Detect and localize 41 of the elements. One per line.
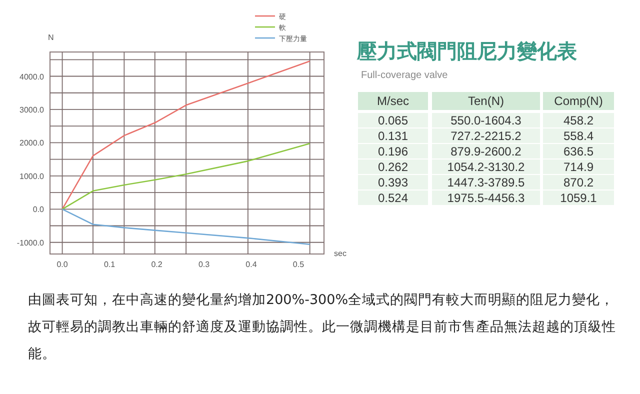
text: 879.9-2600.2 <box>450 144 522 158</box>
text: 1975.5-4456.3 <box>447 191 525 205</box>
x-tick-label: 0.1 <box>104 260 116 269</box>
text: 727.2-2215.2 <box>450 129 522 143</box>
text: 0.524 <box>378 191 408 205</box>
line-series <box>62 208 310 245</box>
text: 558.4 <box>563 129 594 143</box>
text: 由圖表可知，在中高速的變化量約增加200%-300%全域式的閥門有較大而明顯的阻尼力變化，故可輕易的調教出車輛的舒適度及運動協調性。此一微調機構是目前市售產品無法超越的頂級性能。 <box>28 291 617 364</box>
text: 0.196 <box>378 144 408 158</box>
x-tick-label: 0.2 <box>151 260 163 269</box>
text: 0.393 <box>378 176 408 190</box>
category-label: Comp(N) <box>554 94 603 108</box>
y-tick-label: 4000.0 <box>20 72 45 82</box>
text: 0.065 <box>378 114 408 128</box>
text: 636.5 <box>563 144 594 158</box>
y-tick-label: 0.0 <box>32 205 45 214</box>
line-series <box>62 60 310 210</box>
x-tick-label: 0.3 <box>198 260 210 269</box>
y-tick-label: 1000.0 <box>20 172 45 181</box>
x-axis-title: sec <box>334 249 346 258</box>
line-series <box>62 142 310 210</box>
text: 1447.3-3789.5 <box>447 176 525 190</box>
y-axis-title: N <box>48 33 54 42</box>
x-tick-label: 0.0 <box>56 260 68 269</box>
y-tick-label: 3000.0 <box>20 105 45 114</box>
x-tick-label: 0.4 <box>246 260 258 269</box>
category-label: Ten(N) <box>468 94 504 108</box>
text: 0.262 <box>378 160 408 174</box>
x-tick-label: 0.5 <box>292 260 305 269</box>
text: 0.131 <box>378 129 408 143</box>
text: 714.9 <box>563 160 594 174</box>
text: 458.2 <box>563 114 594 128</box>
text: 870.2 <box>563 176 594 190</box>
text: 550.0-1604.3 <box>450 114 522 128</box>
text: Full-coverage valve <box>361 70 448 81</box>
text: 1054.2-3130.2 <box>447 160 525 174</box>
text: 1059.1 <box>560 191 597 205</box>
y-tick-label: -1000.0 <box>16 238 45 248</box>
y-tick-label: 2000.0 <box>20 138 45 148</box>
category-label: M/sec <box>376 94 410 108</box>
text: 壓力式閥門阻尼力變化表 <box>356 39 577 63</box>
